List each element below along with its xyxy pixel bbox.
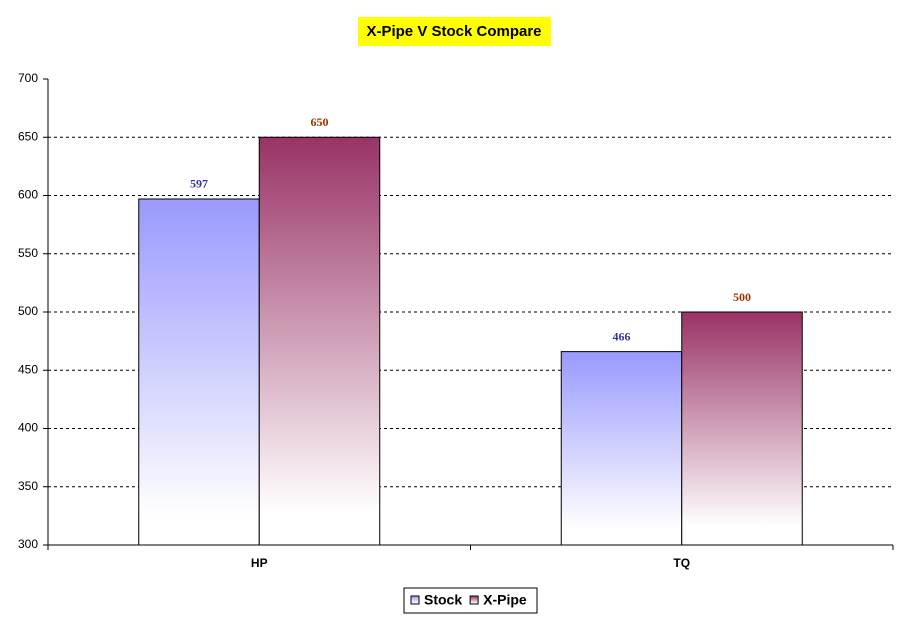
x-tick-label: HP xyxy=(251,556,268,570)
legend-swatch xyxy=(410,595,420,605)
legend-label: X-Pipe xyxy=(483,592,527,608)
y-tick-label: 550 xyxy=(18,246,38,260)
y-tick-label: 500 xyxy=(18,304,38,318)
data-label: 650 xyxy=(311,115,329,129)
legend-swatch xyxy=(469,595,479,605)
data-label: 500 xyxy=(733,290,751,304)
bar xyxy=(258,136,381,546)
x-tick-label: TQ xyxy=(673,556,690,570)
chart-title: X-Pipe V Stock Compare xyxy=(366,23,541,40)
data-label: 597 xyxy=(190,177,208,191)
bar xyxy=(560,351,683,546)
y-tick-label: 350 xyxy=(18,479,38,493)
y-tick-label: 300 xyxy=(18,537,38,551)
title-background xyxy=(358,17,551,46)
bar xyxy=(138,198,260,546)
y-tick-label: 450 xyxy=(18,362,38,376)
y-tick-label: 650 xyxy=(18,129,38,143)
y-tick-label: 400 xyxy=(18,421,38,435)
bar xyxy=(681,311,803,546)
data-label: 466 xyxy=(613,329,631,343)
y-tick-label: 700 xyxy=(18,71,38,85)
legend-label: Stock xyxy=(424,592,462,608)
y-tick-label: 600 xyxy=(18,188,38,202)
